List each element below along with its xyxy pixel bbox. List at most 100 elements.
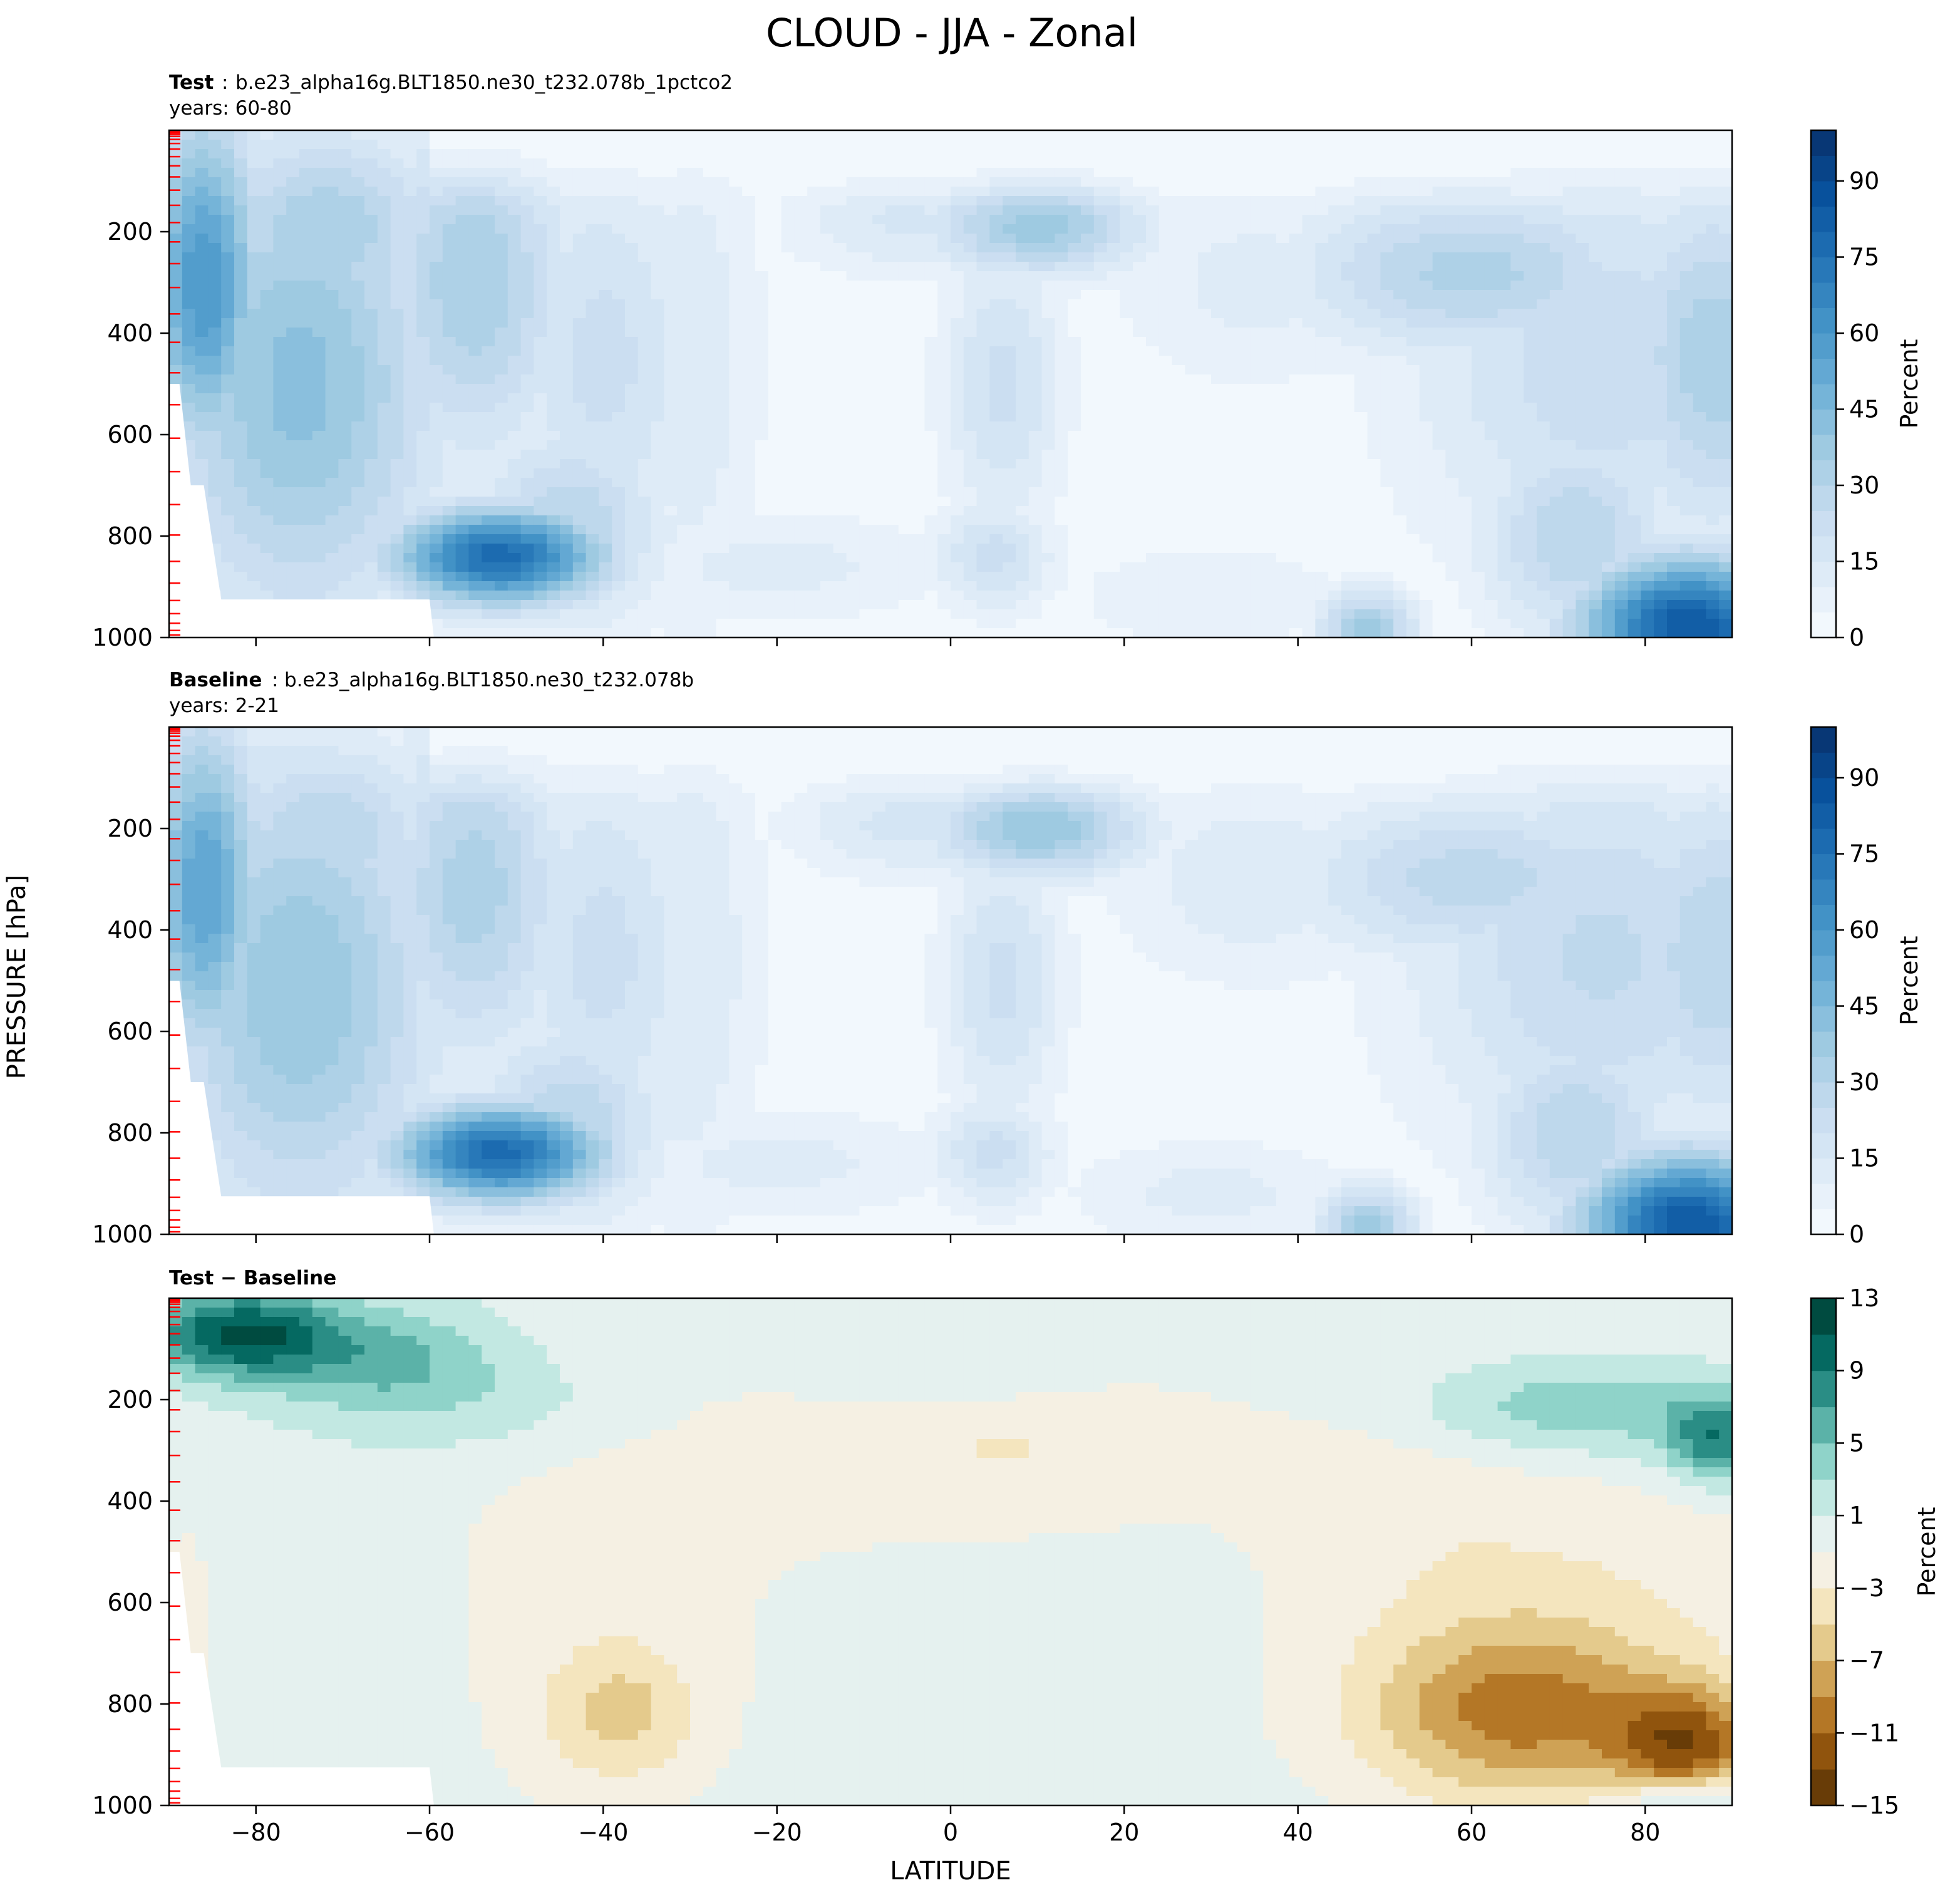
contour-cell bbox=[1237, 384, 1251, 394]
contour-cell bbox=[351, 299, 365, 309]
contour-cell bbox=[507, 290, 522, 300]
contour-cell bbox=[1068, 158, 1081, 168]
contour-cell bbox=[951, 215, 964, 225]
contour-cell bbox=[351, 309, 365, 319]
contour-cell bbox=[1562, 196, 1576, 206]
contour-cell bbox=[377, 262, 391, 272]
contour-cell bbox=[1081, 243, 1095, 253]
contour-cell bbox=[1393, 365, 1407, 375]
contour-cell bbox=[390, 234, 404, 244]
contour-cell bbox=[430, 459, 443, 469]
contour-cell bbox=[534, 440, 547, 450]
contour-cell bbox=[833, 130, 847, 140]
contour-cell bbox=[482, 403, 495, 413]
contour-cell bbox=[1106, 356, 1120, 366]
contour-cell bbox=[482, 440, 495, 450]
contour-cell bbox=[1589, 346, 1602, 356]
contour-cell bbox=[1315, 224, 1329, 234]
contour-cell bbox=[547, 224, 560, 234]
contour-cell bbox=[273, 168, 287, 178]
contour-cell bbox=[495, 337, 508, 347]
contour-cell bbox=[1445, 187, 1459, 197]
contour-cell bbox=[807, 262, 821, 272]
contour-cell bbox=[703, 421, 717, 431]
contour-cell bbox=[846, 431, 860, 441]
contour-cell bbox=[1614, 290, 1629, 300]
contour-cell bbox=[495, 177, 508, 187]
contour-cell bbox=[898, 215, 912, 225]
contour-cell bbox=[1719, 356, 1732, 366]
contour-cell bbox=[1614, 356, 1629, 366]
contour-cell bbox=[234, 290, 248, 300]
contour-cell bbox=[547, 130, 560, 140]
contour-cell bbox=[1693, 459, 1706, 469]
contour-cell bbox=[273, 271, 287, 281]
contour-cell bbox=[1679, 318, 1694, 328]
contour-cell bbox=[637, 299, 652, 309]
contour-cell bbox=[1041, 224, 1055, 234]
contour-cell bbox=[312, 252, 326, 262]
contour-cell bbox=[976, 252, 990, 262]
contour-cell bbox=[273, 450, 287, 460]
contour-cell bbox=[637, 262, 652, 272]
contour-cell bbox=[755, 130, 769, 140]
contour-cell bbox=[1406, 346, 1420, 356]
contour-cell bbox=[1120, 412, 1133, 422]
contour-cell bbox=[1497, 356, 1511, 366]
contour-cell bbox=[651, 515, 664, 525]
contour-cell bbox=[299, 187, 313, 197]
contour-cell bbox=[612, 234, 626, 244]
contour-cell bbox=[273, 468, 287, 478]
contour-cell bbox=[690, 337, 704, 347]
contour-cell bbox=[1419, 149, 1433, 159]
contour-cell bbox=[416, 168, 430, 178]
contour-cell bbox=[338, 384, 352, 394]
contour-cell bbox=[364, 328, 378, 338]
contour-cell bbox=[1367, 299, 1381, 309]
contour-cell bbox=[599, 478, 612, 488]
contour-cell bbox=[1133, 309, 1147, 319]
contour-cell bbox=[1393, 356, 1407, 366]
contour-cell bbox=[1458, 130, 1472, 140]
contour-cell bbox=[547, 365, 560, 375]
contour-cell bbox=[338, 337, 352, 347]
contour-cell bbox=[664, 478, 678, 488]
contour-cell bbox=[1172, 158, 1185, 168]
contour-cell bbox=[312, 328, 326, 338]
contour-cell bbox=[234, 487, 248, 497]
contour-cell bbox=[963, 187, 977, 197]
contour-cell bbox=[898, 187, 912, 197]
contour-cell bbox=[572, 318, 587, 328]
contour-cell bbox=[1081, 431, 1095, 441]
contour-cell bbox=[455, 515, 469, 525]
contour-cell bbox=[716, 299, 730, 309]
contour-cell bbox=[1276, 262, 1290, 272]
contour-cell bbox=[221, 384, 235, 394]
contour-cell bbox=[1432, 149, 1446, 159]
contour-cell bbox=[1341, 468, 1355, 478]
contour-cell bbox=[1537, 290, 1550, 300]
contour-cell bbox=[690, 224, 704, 234]
contour-cell bbox=[1276, 328, 1290, 338]
contour-cell bbox=[1510, 130, 1524, 140]
contour-cell bbox=[1250, 149, 1264, 159]
contour-cell bbox=[416, 309, 430, 319]
contour-cell bbox=[351, 196, 365, 206]
contour-cell bbox=[1041, 290, 1055, 300]
contour-cell bbox=[455, 140, 469, 150]
contour-cell bbox=[781, 177, 795, 187]
contour-cell bbox=[625, 356, 639, 366]
contour-cell bbox=[208, 459, 222, 469]
contour-cell bbox=[430, 168, 443, 178]
contour-cell bbox=[1120, 271, 1133, 281]
contour-cell bbox=[1081, 187, 1095, 197]
contour-cell bbox=[1120, 290, 1133, 300]
contour-cell bbox=[455, 346, 469, 356]
contour-cell bbox=[325, 356, 339, 366]
contour-cell bbox=[1667, 149, 1681, 159]
contour-cell bbox=[1432, 393, 1446, 403]
contour-cell bbox=[1589, 299, 1602, 309]
contour-cell bbox=[403, 252, 417, 262]
contour-cell bbox=[1497, 478, 1511, 488]
contour-cell bbox=[1224, 196, 1238, 206]
